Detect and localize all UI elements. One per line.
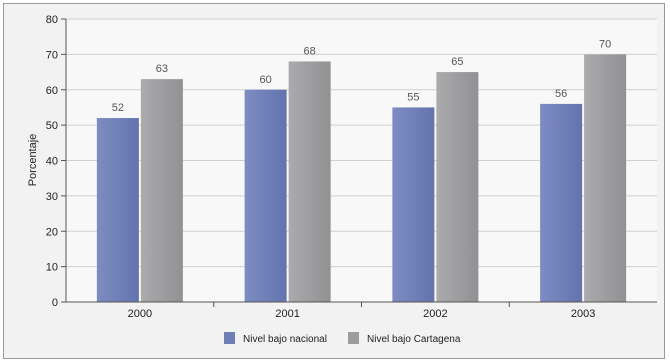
y-tick-label: 50 bbox=[46, 120, 58, 132]
y-axis-title: Porcentaje bbox=[27, 134, 39, 187]
y-tick-label: 30 bbox=[46, 191, 58, 203]
bar-series-2 bbox=[584, 54, 627, 302]
bar-series-2 bbox=[436, 72, 479, 302]
x-tick-label: 2000 bbox=[128, 308, 152, 320]
x-tick-label: 2003 bbox=[571, 308, 595, 320]
legend: Nivel bajo nacional Nivel bajo Cartagena bbox=[224, 332, 461, 345]
data-label: 65 bbox=[451, 56, 463, 68]
bar-series-2 bbox=[140, 79, 183, 302]
bar-series-1 bbox=[392, 107, 435, 302]
data-label: 55 bbox=[407, 91, 419, 103]
legend-label: Nivel bajo nacional bbox=[243, 334, 327, 345]
bar-series-1 bbox=[244, 89, 287, 302]
x-axis-ticks: 2000 2001 2002 2003 bbox=[128, 302, 595, 320]
x-tick-label: 2002 bbox=[423, 308, 447, 320]
bars bbox=[96, 54, 627, 303]
data-label: 70 bbox=[599, 38, 611, 50]
y-tick-label: 0 bbox=[52, 297, 58, 309]
data-labels: 52 63 60 68 55 65 56 70 bbox=[112, 38, 612, 114]
y-tick-label: 60 bbox=[46, 85, 58, 97]
bar-series-2 bbox=[288, 61, 331, 303]
x-tick-label: 2001 bbox=[275, 308, 299, 320]
data-label: 56 bbox=[555, 88, 567, 100]
y-tick-label: 20 bbox=[46, 226, 58, 238]
legend-swatch bbox=[348, 332, 359, 344]
y-tick-label: 80 bbox=[46, 14, 58, 26]
data-label: 52 bbox=[112, 102, 124, 114]
y-tick-label: 70 bbox=[46, 49, 58, 61]
data-label: 60 bbox=[260, 74, 272, 86]
y-tick-label: 40 bbox=[46, 156, 58, 168]
bar-series-1 bbox=[540, 103, 583, 303]
legend-label: Nivel bajo Cartagena bbox=[367, 334, 461, 345]
y-axis-ticks: 0 10 20 30 40 50 60 70 80 bbox=[46, 14, 66, 309]
data-label: 68 bbox=[304, 45, 316, 57]
data-label: 63 bbox=[156, 63, 168, 75]
bar-series-1 bbox=[96, 118, 139, 302]
legend-swatch bbox=[224, 332, 235, 344]
y-tick-label: 10 bbox=[46, 262, 58, 274]
